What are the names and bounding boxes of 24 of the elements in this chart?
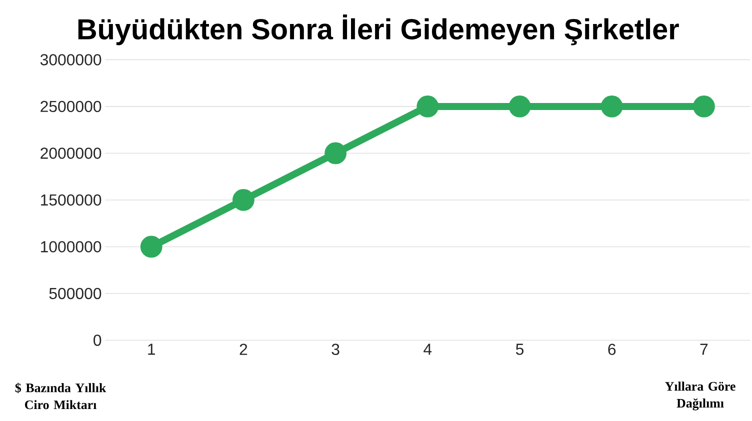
x-axis-title: Yıllara Göre Dağılımı	[665, 382, 736, 410]
point	[600, 96, 623, 118]
chart-title: Büyüdükten Sonra İleri Gidemeyen Şirketler	[78, 14, 679, 46]
point	[324, 142, 346, 164]
x-tick-label: 6	[608, 344, 616, 356]
x-tick-label: 2	[240, 344, 248, 355]
y-tick-label: 1500000	[41, 194, 102, 206]
y-tick-label: 1000000	[41, 241, 102, 252]
point	[232, 189, 254, 211]
x-tick-label: 3	[332, 344, 340, 356]
point	[140, 236, 162, 258]
x-tick-label: 4	[424, 344, 432, 355]
point	[693, 96, 715, 118]
y-tick-label: 2500000	[40, 100, 102, 112]
point	[416, 96, 439, 118]
point	[508, 96, 531, 118]
x-tick-label: 1	[148, 344, 155, 355]
y-tick-label: 500000	[49, 288, 102, 300]
x-tick-label: 5	[516, 344, 524, 355]
y-axis-title: $ Bazında Yıllık Ciro Miktarı	[15, 382, 106, 410]
y-tick-label: 2000000	[40, 148, 102, 159]
x-tick-label: 7	[700, 344, 708, 355]
y-tick-label: 3000000	[40, 54, 102, 66]
y-tick-label: 0	[94, 334, 102, 346]
